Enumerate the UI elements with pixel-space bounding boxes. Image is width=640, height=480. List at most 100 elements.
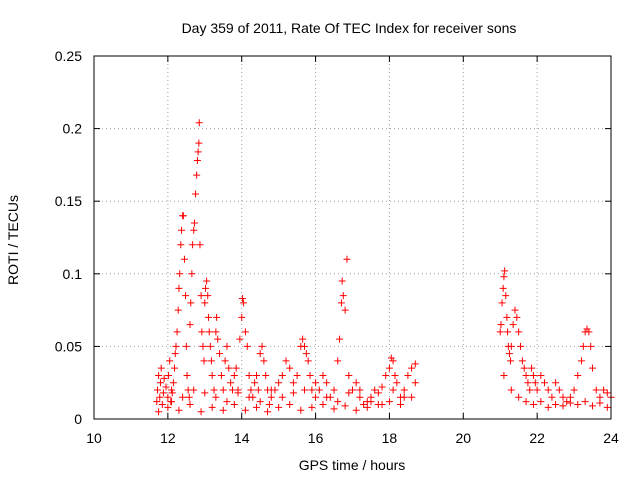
data-point [252,403,260,411]
data-point [312,393,320,401]
data-point [155,371,163,379]
data-point [385,398,393,406]
data-point [186,400,194,408]
data-point [238,294,246,302]
data-point [185,393,193,401]
data-point [574,371,582,379]
data-point [210,386,218,394]
data-point [245,393,253,401]
data-point [529,371,537,379]
data-point [195,119,203,127]
data-point [227,379,235,387]
data-point [234,389,242,397]
data-point [528,364,536,372]
data-point [260,357,268,365]
data-point [221,357,229,365]
data-point [254,386,262,394]
data-point [308,403,316,411]
data-point [182,342,190,350]
data-point [153,398,161,406]
data-point [541,379,549,387]
data-point [171,364,179,372]
data-point [345,371,353,379]
data-point [189,241,197,249]
data-point [408,393,416,401]
data-point [404,371,412,379]
data-point [206,342,214,350]
data-point [171,350,179,358]
data-point [501,267,509,275]
data-point [286,400,294,408]
data-point [195,139,203,147]
data-point [182,292,190,300]
data-point [188,270,196,278]
data-point [252,371,260,379]
data-point [603,389,611,397]
data-point [389,386,397,394]
data-point [223,342,231,350]
data-point [319,371,327,379]
data-point [334,398,342,406]
data-point [507,357,515,365]
data-point [262,371,270,379]
data-point [299,335,307,343]
data-point [236,335,244,343]
data-point [208,371,216,379]
data-point [201,389,209,397]
data-point [570,386,578,394]
data-point [589,364,597,372]
data-point [563,398,571,406]
data-point [275,403,283,411]
data-point [587,342,595,350]
data-point [552,400,560,408]
data-point [241,406,249,414]
data-point [334,357,342,365]
data-point [505,350,513,358]
data-point [154,386,162,394]
data-point [520,364,528,372]
data-point [289,389,297,397]
data-point [552,379,560,387]
data-point [515,393,523,401]
data-point [544,386,552,394]
data-point [240,299,248,307]
data-point [174,306,182,314]
data-point [245,371,253,379]
data-point [238,313,246,321]
data-point [502,292,510,300]
data-point [212,393,220,401]
data-point [537,398,545,406]
data-point [172,342,180,350]
x-tick-labels: 10 12 14 16 18 20 22 24 [86,430,619,446]
data-point [529,400,537,408]
y-tick-label: 0.05 [55,338,82,354]
data-point [349,386,356,394]
data-point [312,379,320,387]
data-point [337,299,345,307]
data-point [183,371,191,379]
data-point [267,393,275,401]
data-point [579,342,587,350]
data-point [230,371,238,379]
data-point [156,379,164,387]
data-point [197,408,205,416]
data-point [175,406,183,414]
data-point [356,393,364,401]
plot-frame [93,55,612,420]
data-point [230,400,238,408]
data-point [213,313,221,321]
chart-title: Day 359 of 2011, Rate Of TEC Index for r… [182,20,517,36]
data-point [330,386,338,394]
x-axis-label: GPS time / hours [299,457,406,473]
data-point [393,379,401,387]
data-point [400,393,408,401]
data-point [164,393,172,401]
data-point [256,398,264,406]
data-point [168,389,176,397]
data-point [173,328,181,336]
data-point [499,284,507,292]
data-point [217,371,225,379]
data-point [166,357,174,365]
data-point [548,393,556,401]
data-point [176,270,184,278]
